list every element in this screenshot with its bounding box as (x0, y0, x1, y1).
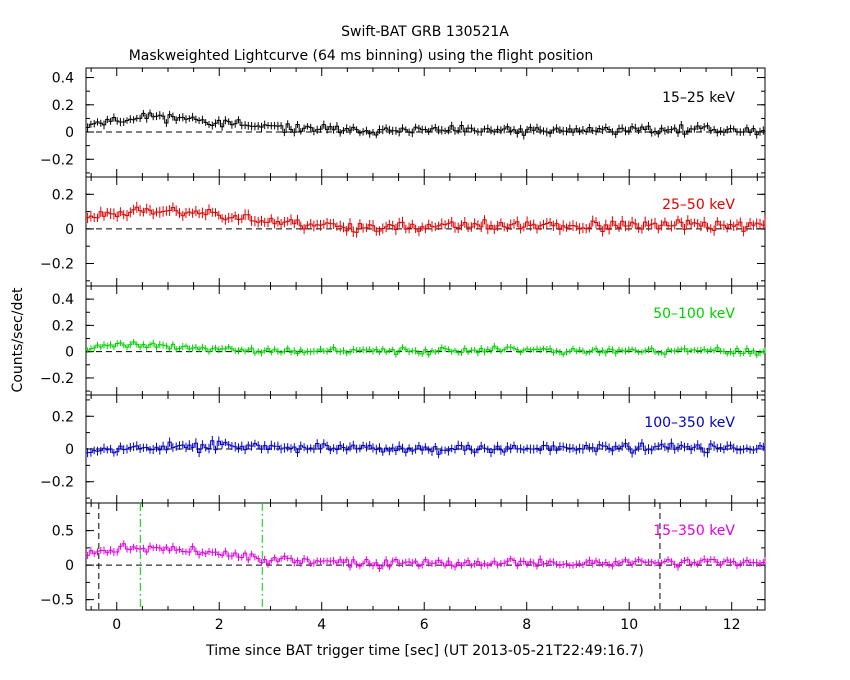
band-label: 100–350 keV (644, 415, 735, 431)
error-bars (87, 109, 766, 140)
x-tick-label: 6 (420, 617, 429, 633)
y-tick-label: 0.4 (52, 292, 74, 308)
band-label: 15–350 keV (653, 523, 735, 539)
y-tick-label: −0.2 (40, 257, 74, 273)
panel-15-25-kev: −0.2 0 0.2 0.4 15–25 keV (40, 67, 766, 178)
x-tick-label: 10 (620, 617, 638, 633)
y-tick-label: 0.2 (52, 98, 74, 114)
x-tick-label: 12 (723, 617, 741, 633)
y-tick-label: 0.2 (52, 318, 74, 334)
band-label: 25–50 keV (662, 197, 735, 213)
y-tick-label: −0.5 (40, 593, 74, 609)
x-tick-label: 0 (112, 617, 121, 633)
band-label: 15–25 keV (662, 90, 735, 106)
y-tick-label: −0.2 (40, 475, 74, 491)
panel-frame (85, 67, 766, 178)
x-tick-label: 8 (522, 617, 531, 633)
y-axis-label: Counts/sec/det (10, 287, 26, 392)
chart-title: Swift-BAT GRB 130521A (341, 24, 509, 40)
series-line (86, 543, 766, 569)
chart-subtitle: Maskweighted Lightcurve (64 ms binning) … (129, 48, 594, 64)
x-tick-label: 4 (317, 617, 326, 633)
y-tick-label: 0.4 (52, 71, 74, 87)
y-tick-label: −0.2 (40, 152, 74, 168)
error-bars (87, 540, 766, 572)
y-tick-label: 0 (65, 345, 74, 361)
panel-50-100-kev: −0.2 0 0.2 0.4 50–100 keV (40, 285, 766, 396)
x-tick-label: 2 (215, 617, 224, 633)
y-tick-label: 0.2 (52, 409, 74, 425)
panel-frame (85, 502, 766, 611)
series-line (86, 440, 766, 455)
y-tick-label: 0 (65, 125, 74, 141)
panel-100-350-kev: −0.2 0 0.2 100–350 keV (40, 394, 766, 504)
panels-group: −0.200.20.415–25 keV−0.200.225–50 keV−0.… (40, 67, 766, 633)
series-line (86, 341, 766, 356)
y-tick-label: 0 (65, 222, 74, 238)
y-tick-label: 0 (65, 558, 74, 574)
y-tick-label: 0.2 (52, 187, 74, 203)
series-line (86, 206, 766, 233)
band-label: 50–100 keV (653, 306, 735, 322)
y-tick-label: 0.5 (52, 524, 74, 540)
panel-frame (85, 285, 766, 396)
x-axis-label: Time since BAT trigger time [sec] (UT 20… (205, 643, 644, 659)
panel-15-350-kev: −0.5 0 0.5 15–350 keV (40, 502, 766, 611)
panel-25-50-kev: −0.2 0 0.2 25–50 keV (40, 176, 766, 287)
y-tick-label: 0 (65, 442, 74, 458)
series-line (86, 112, 766, 136)
y-tick-label: −0.2 (40, 371, 74, 387)
